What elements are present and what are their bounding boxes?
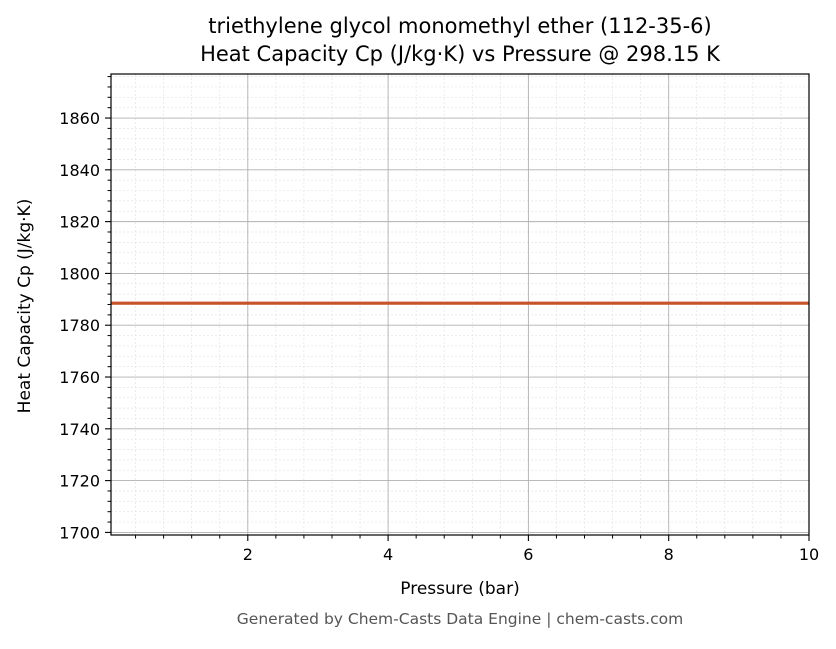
- footer-credit: Generated by Chem-Casts Data Engine | ch…: [237, 610, 683, 628]
- y-tick-label: 1760: [59, 368, 100, 387]
- y-tick-label: 1720: [59, 472, 100, 491]
- y-tick-label: 1820: [59, 213, 100, 232]
- x-tick-label: 2: [243, 545, 253, 564]
- y-tick-label: 1840: [59, 161, 100, 180]
- y-tick-label: 1800: [59, 264, 100, 283]
- x-tick-label: 4: [383, 545, 393, 564]
- x-axis-label: Pressure (bar): [400, 579, 519, 599]
- x-tick-label: 10: [799, 545, 819, 564]
- minor-grid: [111, 74, 809, 535]
- x-tick-label: 6: [523, 545, 533, 564]
- y-axis-ticks: 1700 1720 1740 1760 1780 1800 1820 1840 1860: [59, 76, 111, 542]
- y-tick-label: 1860: [59, 109, 100, 128]
- chart-title: triethylene glycol monomethyl ether (112…: [208, 14, 711, 38]
- y-tick-label: 1700: [59, 523, 100, 542]
- y-axis-label: Heat Capacity Cp (J/kg·K): [15, 199, 35, 414]
- major-grid: [111, 74, 810, 535]
- y-tick-label: 1780: [59, 316, 100, 335]
- x-axis-ticks: 2 4 6 8 10: [135, 535, 819, 564]
- y-tick-label: 1740: [59, 420, 100, 439]
- chart-subtitle: Heat Capacity Cp (J/kg·K) vs Pressure @ …: [200, 42, 721, 66]
- x-tick-label: 8: [664, 545, 674, 564]
